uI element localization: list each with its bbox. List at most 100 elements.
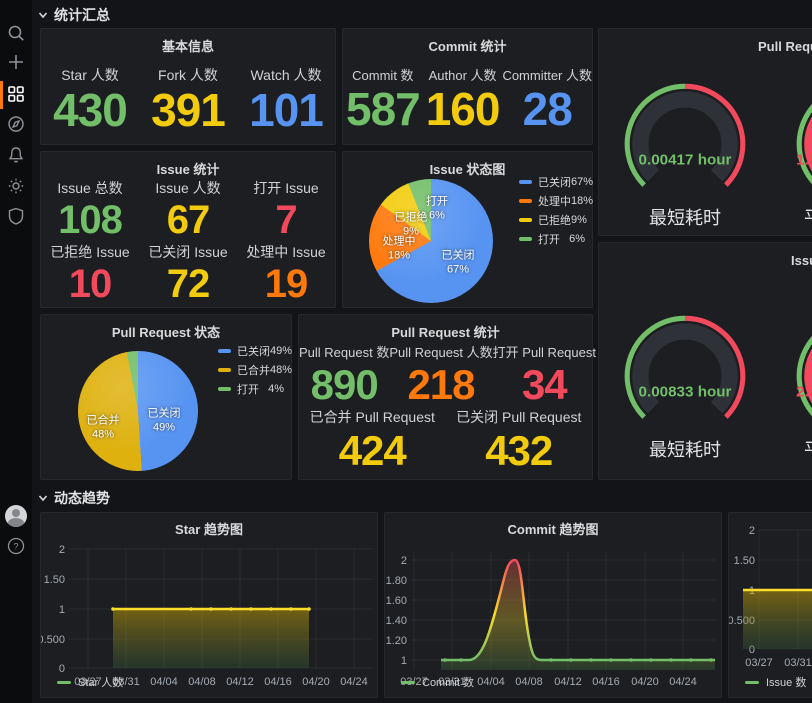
series-area <box>743 590 812 649</box>
svg-text:0: 0 <box>749 644 755 656</box>
x-axis-ticks: 03/27 03/31 <box>745 657 812 669</box>
svg-text:1.40: 1.40 <box>386 615 407 627</box>
gauge-track <box>632 323 738 414</box>
legend-label: Star 人数 <box>78 677 124 689</box>
stat-value: 160 <box>425 83 501 136</box>
panel-title[interactable]: Issue 统计 <box>156 162 220 177</box>
stat-value: 10 <box>68 261 113 306</box>
legend-item[interactable]: Star 人数 <box>57 674 123 690</box>
legend-item[interactable]: 打开 6% <box>519 231 585 247</box>
stat-star-count: Star 人数 430 <box>41 65 139 135</box>
legend-item[interactable]: 已关闭 49% <box>218 343 292 359</box>
legend-item[interactable]: 已拒绝 9% <box>519 212 587 228</box>
section-header-trends[interactable]: 动态趋势 <box>38 488 110 508</box>
panel-pr-duration: Pull Request 耗时 0.00417 hour 最短耗时 1. 平均耗… <box>598 28 812 236</box>
legend-dash <box>745 680 759 684</box>
dashboards-grid-icon[interactable] <box>6 84 26 104</box>
stat-label: Fork 人数 <box>158 66 218 83</box>
legend-item[interactable]: 已合并 48% <box>218 362 292 378</box>
stat-issue-processing: 处理中 Issue 19 <box>237 242 335 306</box>
gauge-avg-duration: 2.7 平均耗时 <box>771 307 812 462</box>
legend-dash <box>519 199 532 203</box>
stat-value: 34 <box>521 360 568 408</box>
stats-row: 已拒绝 Issue 10 已关闭 Issue 72 处理中 Issue 19 <box>41 242 335 306</box>
stats-row: Issue 总数 108 Issue 人数 67 打开 Issue 7 <box>41 178 335 242</box>
stat-issue-open: 打开 Issue 7 <box>237 178 335 242</box>
panel-title[interactable]: Commit 统计 <box>428 39 507 54</box>
section-title: 统计汇总 <box>54 7 110 23</box>
legend-label: Issue 数 <box>766 677 807 689</box>
alerting-bell-icon[interactable] <box>6 145 26 165</box>
svg-text:04/12: 04/12 <box>226 676 254 688</box>
legend-dash <box>218 349 231 353</box>
help-icon[interactable]: ? <box>6 536 26 556</box>
panel-title[interactable]: 基本信息 <box>161 39 214 54</box>
stat-label: Issue 总数 <box>57 180 123 196</box>
avatar-body <box>8 518 24 527</box>
stat-label: 已关闭 Pull Request <box>456 409 582 426</box>
legend-dash <box>57 680 71 684</box>
issue-trend-chart: 2 1.50 1 0.500 0 03/27 03/31 <box>729 525 812 669</box>
stat-value: 67 <box>166 198 211 242</box>
svg-text:1: 1 <box>59 604 65 616</box>
gauge-value: 0.00417 hour <box>639 151 732 168</box>
legend-dash <box>519 180 532 184</box>
section-header-summary[interactable]: 统计汇总 <box>38 5 110 25</box>
plus-icon[interactable] <box>6 52 26 72</box>
stat-label: Pull Request 人数 <box>389 344 493 360</box>
svg-text:0: 0 <box>59 663 65 675</box>
panel-title[interactable]: Issue 状态图 <box>429 162 506 177</box>
stat-pr-closed: 已关闭 Pull Request 432 <box>446 407 593 473</box>
stat-value: 218 <box>407 360 475 408</box>
stat-value: 7 <box>275 198 297 242</box>
gauge-chart: 0.00833 hour <box>624 315 746 419</box>
panel-title[interactable]: Commit 趋势图 <box>507 522 599 537</box>
gauge-row: 0.00833 hour 最短耗时 2.7 平均耗时 <box>599 307 812 462</box>
explore-compass-icon[interactable] <box>6 114 26 134</box>
svg-text:04/20: 04/20 <box>631 676 659 688</box>
pie-slice-label: 已关闭 49% <box>147 407 181 434</box>
gauge-band-green <box>624 315 686 419</box>
legend-item[interactable]: 打开 4% <box>218 381 284 397</box>
svg-text:04/04: 04/04 <box>150 676 178 688</box>
stat-label: Issue 人数 <box>155 180 221 196</box>
panel-issue-trend: 2 1.50 1 0.500 0 03/27 03/31 Issue 数 <box>728 512 812 698</box>
stat-issue-people: Issue 人数 67 <box>139 178 237 242</box>
legend-item[interactable]: 已关闭 67% <box>519 174 593 190</box>
legend-dash <box>401 680 415 684</box>
svg-text:1.80: 1.80 <box>386 575 407 587</box>
series-points <box>111 607 311 611</box>
svg-text:04/12: 04/12 <box>554 676 582 688</box>
panel-title[interactable]: Issue 耗时 <box>791 253 812 268</box>
gauge-value: 1. <box>796 151 809 168</box>
svg-text:04/24: 04/24 <box>340 676 368 688</box>
x-axis-ticks: 03/27 03/31 04/04 04/08 04/12 04/16 04/2… <box>74 676 368 688</box>
stats-row: 已合并 Pull Request 424 已关闭 Pull Request 43… <box>299 407 592 473</box>
panel-commit-stats: Commit 统计 Commit 数 587 Author 人数 160 Com… <box>342 28 593 145</box>
configuration-gear-icon[interactable] <box>6 176 26 196</box>
panel-pr-status-pie: Pull Request 状态 已关闭 49% 已合并 48% 已关闭 49% 已合并… <box>40 314 292 480</box>
stat-value: 391 <box>151 83 226 136</box>
legend-item[interactable]: Issue 数 <box>745 674 806 690</box>
user-avatar[interactable] <box>5 505 27 527</box>
panel-title[interactable]: Pull Request 统计 <box>391 325 500 340</box>
legend-item[interactable]: 处理中 18% <box>519 193 593 209</box>
svg-text:1.60: 1.60 <box>386 595 407 607</box>
stat-value: 19 <box>264 261 309 306</box>
server-admin-shield-icon[interactable] <box>6 206 26 226</box>
section-title: 动态趋势 <box>54 490 110 506</box>
stat-value: 424 <box>338 427 407 475</box>
panel-title[interactable]: Pull Request 耗时 <box>758 39 812 54</box>
panel-title[interactable]: Star 趋势图 <box>175 522 243 537</box>
panel-title[interactable]: Pull Request 状态 <box>111 325 221 340</box>
pie-slice-label: 处理中 18% <box>382 235 416 262</box>
panel-issue-status-pie: Issue 状态图 已关闭 67% 处理中 18% 已拒绝 9% 打开 6% 已关闭 67… <box>342 151 593 308</box>
x-axis-ticks: 03/27 03/31 04/04 04/08 04/12 04/16 04/2… <box>400 676 697 688</box>
legend-item[interactable]: Commit 数 <box>401 674 474 690</box>
gauge-min-duration: 0.00833 hour 最短耗时 <box>599 307 771 462</box>
pie-slice-label: 已关闭 67% <box>441 249 475 276</box>
svg-text:04/16: 04/16 <box>264 676 292 688</box>
gauge-label: 平均耗时 <box>804 204 812 230</box>
search-icon[interactable] <box>6 23 26 43</box>
